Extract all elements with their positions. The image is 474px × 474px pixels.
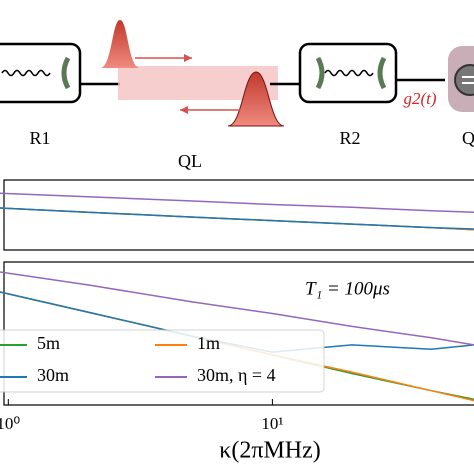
coupling-label: g2(t) — [403, 89, 436, 108]
mirror — [61, 56, 71, 90]
x-tick-label: 10⁰ — [0, 414, 20, 433]
resonator-r2 — [298, 42, 398, 104]
mirror — [377, 56, 387, 90]
line — [0, 192, 474, 213]
plots: 10⁰ 10¹ κ(2πMHz) T₁ = 100μs 5m 1m 30m 30m, η = … — [0, 179, 474, 464]
legend-label: 1m — [197, 333, 220, 353]
mirror — [315, 56, 325, 90]
pulse — [227, 71, 285, 127]
legend-box — [0, 329, 325, 393]
x-axis-label: κ(2πMHz) — [219, 438, 321, 464]
x-tick-label: 10¹ — [261, 414, 283, 433]
annotation: T₁ = 100μs — [305, 278, 390, 299]
axes-frame — [3, 179, 474, 251]
arrow-head — [180, 106, 188, 114]
legend-label: 5m — [37, 333, 60, 353]
coil — [1, 69, 51, 77]
legend-label: 30m, η = 4 — [197, 365, 276, 385]
arrow-head — [184, 54, 192, 62]
pulse — [100, 20, 140, 68]
label-r1: R1 — [29, 128, 50, 148]
label-ql: QL — [178, 151, 202, 171]
resonator-r1 — [0, 42, 82, 104]
legend-label: 30m — [37, 365, 69, 385]
line — [0, 207, 474, 230]
label-r2: R2 — [339, 128, 360, 148]
label-q: Q — [462, 128, 474, 148]
line — [0, 271, 474, 346]
schematic: R1 QL R2 Q g2(t) — [0, 20, 474, 171]
qubit — [454, 64, 474, 96]
coil — [324, 69, 374, 77]
